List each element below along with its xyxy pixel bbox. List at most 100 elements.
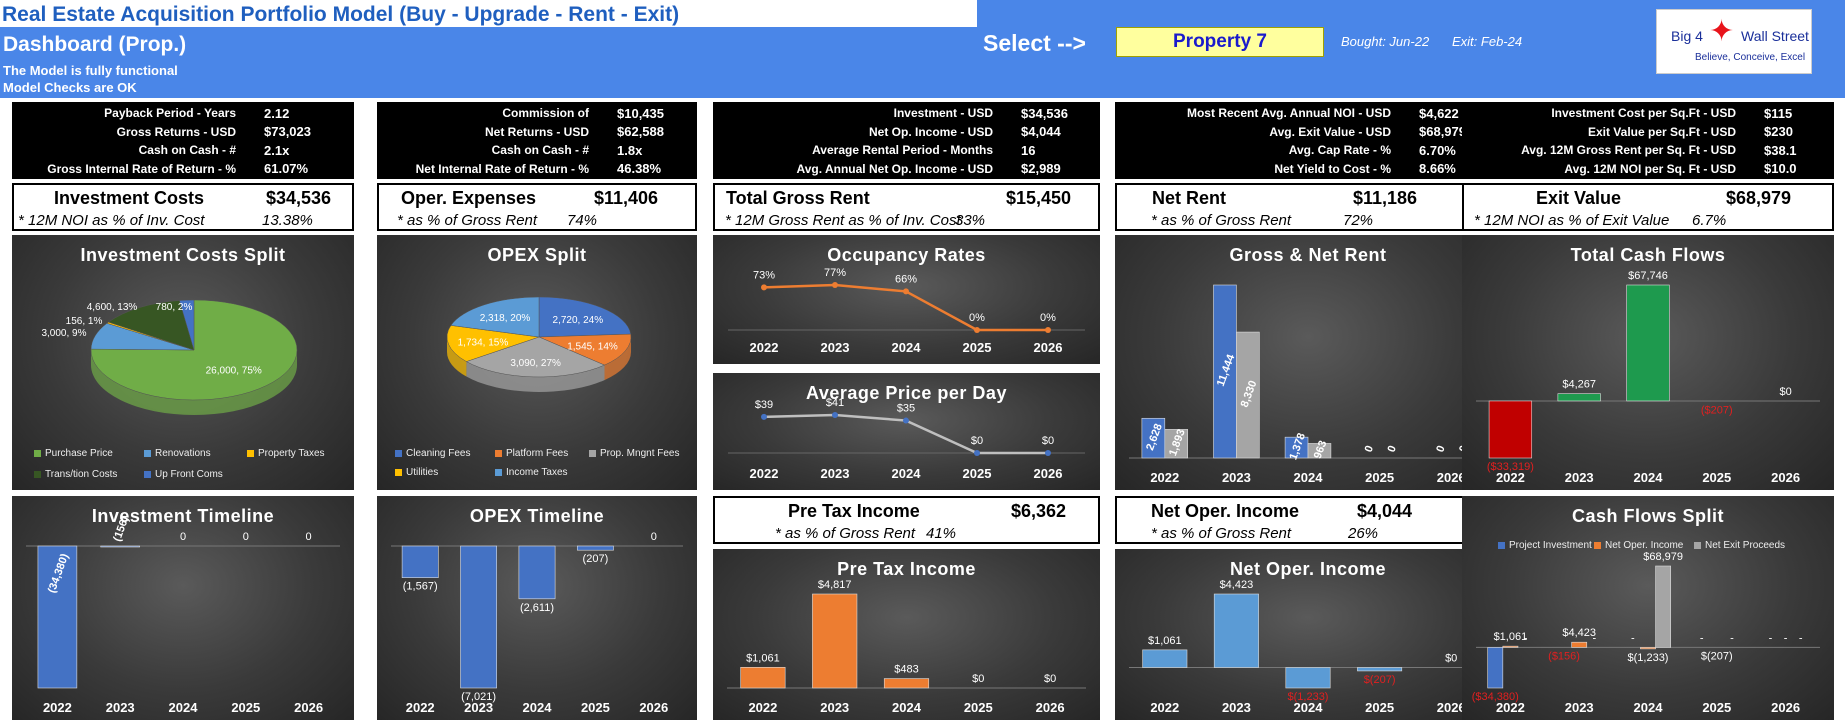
legend-item: Up Front Coms: [144, 469, 223, 480]
legend-label: Renovations: [155, 448, 211, 459]
pie-slice: [450, 296, 540, 338]
pie-data-label: 26,000, 75%: [206, 366, 262, 377]
x-tick-label: 2026: [294, 700, 323, 715]
data-label: -: [1769, 632, 1773, 644]
pie-data-label: 156, 1%: [66, 316, 103, 327]
bar: [1142, 649, 1188, 668]
pie-data-label: 2,720, 24%: [553, 315, 604, 326]
data-label: 0: [243, 531, 249, 543]
chart-title: Cash Flows Split: [1571, 506, 1725, 526]
kpi-row: Average Rental Period - Months 16: [713, 141, 1100, 160]
data-label: 0: [180, 531, 186, 543]
summary-value: $34,536: [266, 188, 332, 208]
kpi-label: Avg. Exit Value - USD: [1269, 124, 1391, 139]
select-label: Select -->: [983, 30, 1086, 56]
kpi-value: $34,536: [1021, 105, 1068, 121]
legend-item: Renovations: [144, 448, 211, 459]
data-label: -: [1524, 632, 1528, 644]
kpi-label: Gross Internal Rate of Return - %: [47, 161, 236, 176]
data-label: $0: [1779, 386, 1791, 398]
data-label: ($207): [1701, 404, 1733, 416]
x-tick-label: 2026: [1036, 700, 1065, 715]
title-box: [0, 0, 977, 27]
legend-item: Net Exit Proceeds: [1694, 540, 1785, 551]
x-tick-label: 2022: [750, 340, 779, 355]
bar: [883, 678, 930, 689]
data-point: [974, 450, 980, 456]
summary-box-4: Net Rent $11,186 * as % of Gross Rent 72%: [1115, 183, 1501, 231]
data-label: ($156): [1548, 651, 1580, 663]
summary-sub-value: 41%: [926, 525, 957, 542]
data-label: -: [1730, 632, 1734, 644]
data-point: [832, 282, 838, 288]
legend-label: Property Taxes: [258, 448, 325, 459]
legend-item: Prop. Mngnt Fees: [589, 448, 679, 459]
bar: [1357, 667, 1403, 672]
legend-item: Project Investment: [1498, 540, 1592, 551]
chart-title: Occupancy Rates: [827, 245, 986, 265]
data-label: (7,021): [461, 691, 496, 703]
summary-label: Net Rent: [1152, 188, 1227, 208]
legend-label: Utilities: [406, 467, 439, 478]
summary-sub-label: * 12M NOI as % of Exit Value: [1474, 212, 1670, 229]
legend-item: Purchase Price: [34, 448, 113, 459]
data-label: (2,611): [520, 602, 554, 614]
kpi-value: 61.07%: [264, 161, 309, 177]
x-tick-label: 2026: [1437, 700, 1466, 715]
pie-slice: [107, 300, 195, 351]
bar: [1236, 331, 1260, 459]
data-label: 0%: [1040, 312, 1056, 324]
summary-sub-value: 6.7%: [1692, 212, 1727, 229]
data-label: -: [1593, 632, 1597, 644]
x-tick-label: 2025: [964, 700, 993, 715]
bar: [812, 593, 858, 689]
legend-swatch: [495, 469, 502, 476]
kpi-label: Cash on Cash - #: [491, 143, 589, 158]
bar: [37, 545, 78, 689]
data-label: (156): [111, 515, 131, 544]
kpi-value: $4,044: [1021, 124, 1061, 140]
legend-swatch: [495, 450, 502, 457]
pie-data-label: 780, 2%: [156, 302, 193, 313]
legend-label: Up Front Coms: [155, 469, 223, 480]
kpi-value: $10.0: [1764, 161, 1797, 177]
legend-swatch: [34, 450, 41, 457]
bar: [576, 545, 614, 551]
x-tick-label: 2026: [1034, 466, 1063, 481]
x-tick-label: 2023: [1565, 470, 1594, 485]
data-label: ($33,319): [1487, 461, 1534, 473]
summary-sub-value: 13.38%: [262, 212, 313, 229]
x-tick-label: 2022: [750, 466, 779, 481]
legend-label: Net Oper. Income: [1605, 540, 1684, 551]
bar: [1213, 593, 1259, 668]
x-tick-label: 2023: [821, 466, 850, 481]
data-label: $68,979: [1643, 551, 1683, 563]
kpi-row: Cash on Cash - # 2.1x: [12, 141, 354, 160]
pie-slice-side: [604, 337, 631, 381]
summary-sub-value: 72%: [1343, 212, 1374, 229]
kpi-value: 46.38%: [617, 161, 662, 177]
kpi-row: Net Internal Rate of Return - % 46.38%: [377, 160, 697, 179]
chart-avg-price: Average Price per Day $39 2022 $41 2023 $35 20…: [713, 373, 1100, 490]
summary-box-6: Pre Tax Income $6,362 * as % of Gross Rent…: [713, 496, 1100, 544]
kpi-row: Avg. 12M NOI per Sq. Ft - USD $10.0: [1462, 160, 1834, 179]
property-selector[interactable]: Property 7: [1116, 27, 1324, 57]
legend-swatch: [144, 471, 151, 478]
x-tick-label: 2022: [748, 700, 777, 715]
data-label: 0: [651, 531, 657, 543]
kpi-value: $230: [1764, 124, 1793, 140]
data-label: $39: [755, 399, 773, 411]
x-tick-label: 2025: [581, 700, 610, 715]
legend-swatch: [144, 450, 151, 457]
legend-swatch: [395, 469, 402, 476]
pie-data-label: 3,090, 27%: [510, 358, 561, 369]
legend-label: Income Taxes: [506, 467, 568, 478]
summary-value: $11,186: [1353, 188, 1418, 208]
exit-date: Exit: Feb-24: [1452, 34, 1523, 49]
x-tick-label: 2024: [892, 466, 922, 481]
x-tick-label: 2022: [1150, 700, 1179, 715]
summary-label: Exit Value: [1536, 188, 1622, 208]
company-logo: Big 4 ✦ Wall Street Believe, Conceive, E…: [1656, 9, 1812, 74]
summary-sub-label: * as % of Gross Rent: [775, 525, 916, 542]
